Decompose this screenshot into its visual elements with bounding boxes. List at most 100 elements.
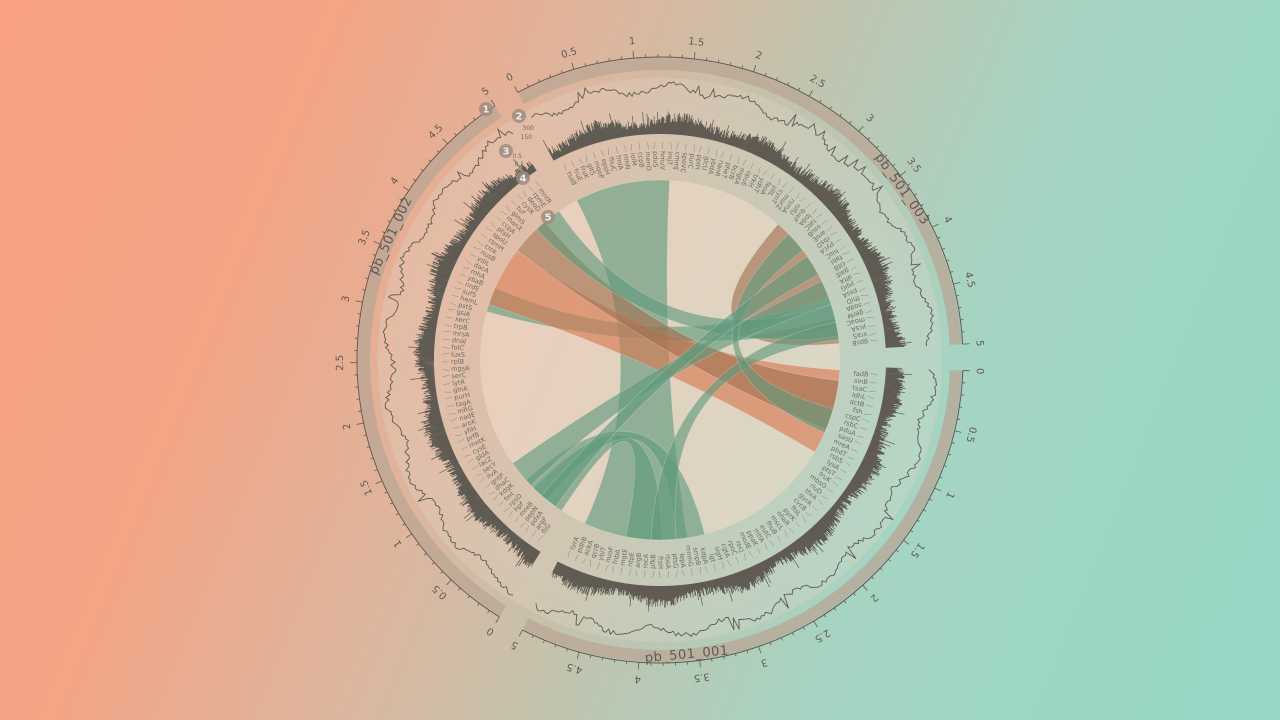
coordinate-ticks: 0 0.5 1 1.5 2 2.5 3 3.5 4 4.5 5 0 0.5 1 1.5 2 2.5 3 3.5 4 4.…	[335, 36, 985, 684]
gene-connector	[690, 568, 693, 576]
tick-mark	[871, 576, 875, 580]
gene-connector	[713, 563, 716, 571]
segment-band-pb_501_002	[357, 106, 507, 617]
gene-connector	[762, 170, 768, 176]
gene-connector	[676, 570, 678, 578]
tick-axis-pb_501_001	[522, 370, 964, 664]
gene-connector	[867, 395, 875, 400]
tick-mark	[876, 145, 879, 149]
gene-connector	[856, 280, 863, 284]
gene-label: lgt	[707, 553, 717, 564]
gene-label: gpsB	[852, 338, 869, 347]
tick-label: 4.5	[962, 271, 977, 289]
gene-label: tagA	[455, 398, 472, 409]
track1-line	[530, 81, 934, 347]
gene-label: rocA	[641, 553, 650, 569]
gene-connector	[486, 228, 493, 232]
tick-mark	[454, 133, 457, 136]
gene-connector	[455, 434, 463, 436]
gene-label: mrsA	[452, 329, 470, 339]
gene-label: trpB	[453, 322, 468, 332]
gene-connector	[585, 154, 588, 163]
gene-label: dnaJ	[452, 336, 467, 345]
tick-mark	[382, 231, 386, 234]
gene-connector	[865, 309, 873, 314]
tick-mark	[472, 117, 476, 121]
tick-label: 2.5	[335, 355, 346, 371]
tick-label: 0.5	[431, 582, 450, 601]
tick-mark	[798, 87, 801, 91]
tick-mark	[929, 498, 933, 501]
tick-mark	[946, 259, 950, 262]
tick-label: 2.5	[813, 627, 832, 645]
gene-connector	[652, 570, 655, 578]
tick-mark	[808, 89, 813, 97]
gene-connector	[488, 491, 496, 495]
gene-connector	[776, 535, 781, 542]
tick-mark	[393, 209, 397, 212]
tick-mark	[833, 607, 837, 611]
track-badge-label: 1	[483, 105, 490, 116]
tick-mark	[813, 620, 818, 628]
tick-label: 2	[868, 591, 880, 603]
gene-label: gltS	[585, 162, 597, 177]
tick-mark	[375, 480, 383, 484]
link-ribbon	[536, 210, 839, 341]
gene-connector	[630, 143, 632, 152]
gene-connector	[458, 438, 465, 443]
tick-label: 1.5	[359, 478, 375, 497]
tick-label: 4	[634, 673, 641, 684]
tick-label: 3	[864, 113, 876, 125]
gene-connector	[781, 182, 788, 188]
tick-mark	[355, 300, 363, 303]
tick-label: 4	[389, 176, 402, 187]
segment-band-pb_501_003	[518, 58, 962, 345]
gene-connector	[531, 530, 537, 537]
tick-label: 5	[510, 638, 521, 651]
gene-connector	[784, 530, 788, 538]
tick-mark	[356, 422, 364, 425]
gene-connector	[868, 325, 876, 327]
gene-connector	[764, 542, 768, 550]
gene-connector	[727, 559, 732, 567]
tick-mark	[446, 579, 452, 586]
gene-connector	[461, 446, 468, 450]
gene-connector	[442, 374, 450, 378]
gene-label: vraS	[852, 330, 868, 340]
gene-connector	[467, 458, 474, 464]
tick-label: 1	[943, 490, 956, 500]
gene-label: luxS	[451, 351, 465, 359]
gene-label: ycsA	[850, 323, 867, 333]
tick-mark	[416, 543, 420, 546]
gene-connector	[869, 332, 877, 336]
track-badge	[541, 210, 555, 224]
gene-connector	[860, 294, 869, 296]
gene-connector	[846, 258, 854, 263]
gene-connector	[821, 219, 828, 225]
gene-label: dctB	[849, 398, 865, 409]
tick-mark	[895, 549, 899, 553]
tick-mark	[584, 63, 587, 67]
gene-connector	[483, 484, 490, 489]
gene-connector	[842, 251, 850, 255]
tick-mark	[958, 306, 962, 309]
tick-mark	[764, 72, 767, 76]
gene-connector	[827, 225, 833, 232]
tick-mark	[531, 635, 534, 639]
tick-mark	[387, 220, 391, 223]
tick-mark	[884, 154, 888, 158]
gene-connector	[451, 294, 459, 298]
tick-mark	[723, 656, 725, 660]
gene-connector	[653, 142, 656, 150]
gene-connector	[623, 144, 627, 152]
tick-mark	[907, 183, 911, 186]
gene-label: nuoF	[604, 546, 616, 564]
gene-connector	[452, 426, 460, 429]
gene-connector	[514, 516, 520, 523]
gene-connector	[475, 473, 483, 477]
track1-guide	[527, 77, 942, 346]
gene-connector	[795, 521, 801, 528]
gene-label: ccpB	[636, 152, 645, 168]
gene-label: mltG	[457, 404, 474, 416]
tick-mark	[937, 236, 941, 239]
